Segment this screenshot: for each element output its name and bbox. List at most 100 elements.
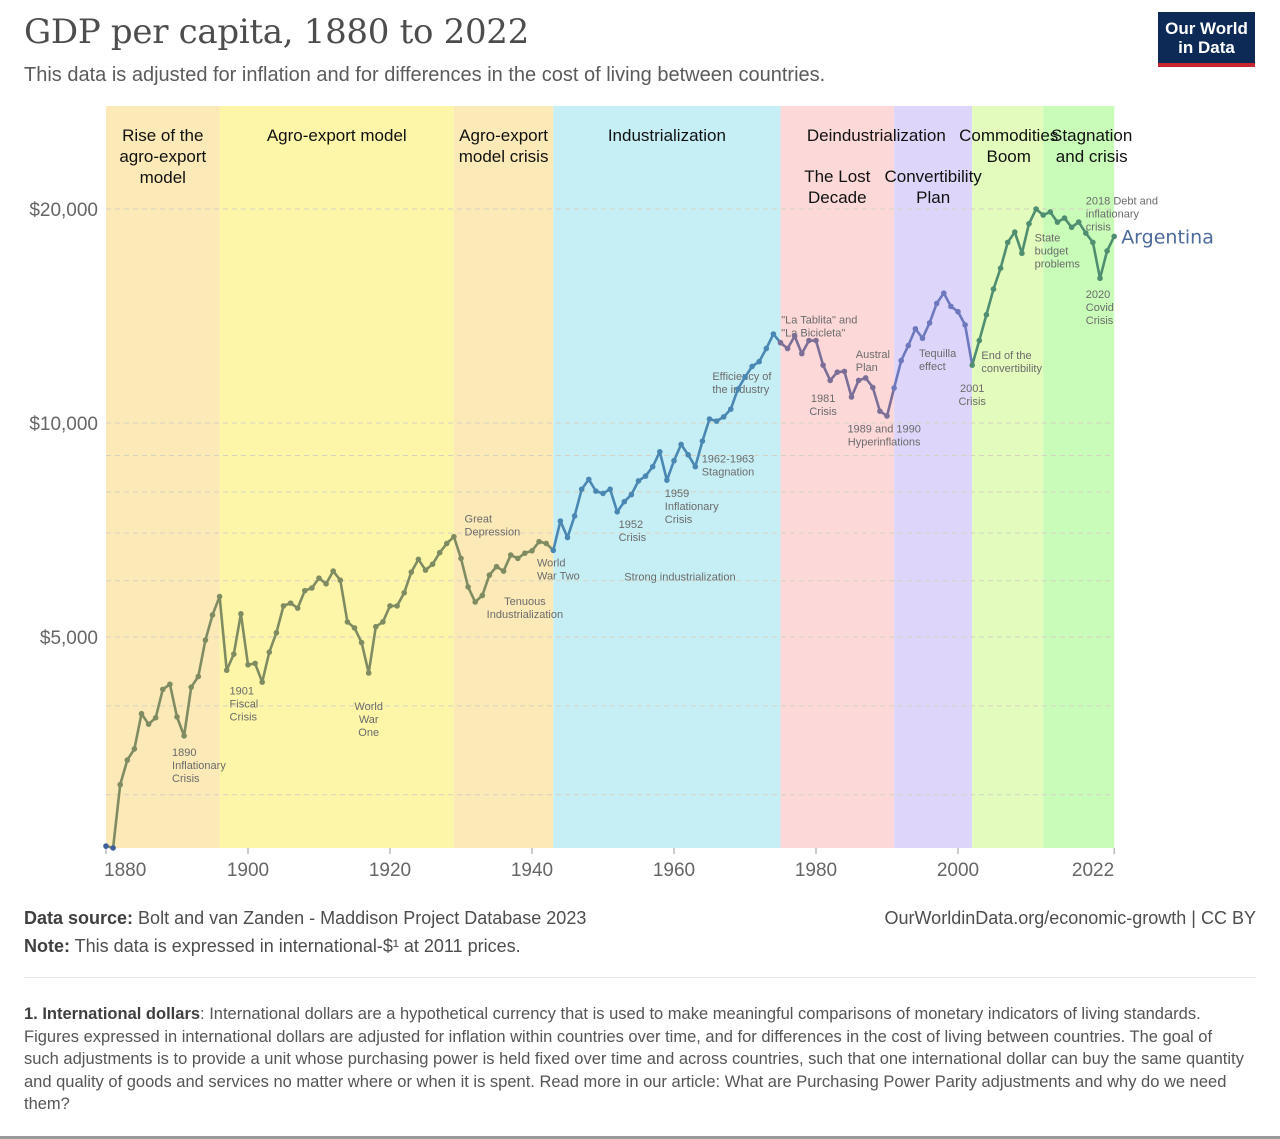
data-point bbox=[110, 845, 116, 851]
data-point bbox=[948, 303, 954, 310]
data-point bbox=[543, 540, 549, 547]
data-point bbox=[862, 375, 869, 381]
series-segment bbox=[906, 327, 917, 347]
y-tick-label: $10,000 bbox=[29, 414, 98, 435]
data-point bbox=[976, 337, 983, 344]
data-point bbox=[841, 368, 848, 375]
annotation: Austral Plan bbox=[856, 349, 890, 374]
data-point bbox=[422, 567, 429, 573]
series-segment bbox=[197, 638, 207, 678]
data-point bbox=[1075, 219, 1082, 225]
data-point bbox=[763, 345, 770, 352]
data-point bbox=[323, 581, 329, 587]
series-segment bbox=[672, 443, 683, 463]
series-segment bbox=[729, 387, 740, 411]
series-segment bbox=[211, 595, 221, 617]
annotation: 1959 Inflationary Crisis bbox=[665, 488, 719, 526]
data-point bbox=[692, 463, 699, 470]
series-segment bbox=[452, 535, 463, 560]
series-segment bbox=[701, 417, 711, 443]
data-point bbox=[600, 490, 606, 497]
data-point bbox=[181, 733, 187, 739]
data-point bbox=[820, 362, 826, 368]
data-point bbox=[493, 563, 500, 570]
data-point bbox=[131, 746, 138, 752]
data-point bbox=[1012, 229, 1018, 235]
period-label: Agro-export model crisis bbox=[459, 126, 549, 166]
data-point bbox=[1047, 209, 1054, 215]
x-tick-label: 2000 bbox=[937, 860, 979, 881]
annotation: Tenuous Industrialization bbox=[487, 596, 563, 621]
data-point bbox=[870, 384, 876, 391]
annotation: State budget problems bbox=[1035, 233, 1081, 271]
period-band bbox=[780, 106, 895, 848]
data-point bbox=[969, 362, 975, 368]
data-point bbox=[891, 385, 897, 391]
series-segment bbox=[658, 450, 669, 482]
period-band bbox=[972, 106, 1044, 848]
data-point bbox=[103, 843, 109, 849]
data-point bbox=[799, 350, 805, 357]
data-point bbox=[252, 660, 258, 667]
data-point bbox=[962, 322, 968, 328]
series-segment bbox=[871, 386, 882, 413]
data-point bbox=[451, 533, 457, 540]
data-point bbox=[884, 413, 890, 419]
footer-source-note: Data source: Bolt and van Zanden - Maddi… bbox=[24, 904, 586, 960]
data-point bbox=[997, 265, 1004, 272]
data-point bbox=[628, 491, 635, 498]
data-point bbox=[699, 438, 706, 444]
data-point bbox=[777, 339, 784, 346]
data-point bbox=[1061, 215, 1068, 221]
data-point bbox=[401, 589, 408, 596]
footnote-text: : International dollars are a hypothetic… bbox=[24, 1005, 1244, 1113]
data-point bbox=[507, 552, 514, 558]
series-segment bbox=[1020, 222, 1031, 255]
data-point bbox=[444, 540, 450, 547]
series-segment bbox=[559, 519, 569, 539]
owid-logo[interactable]: Our World in Data bbox=[1158, 12, 1255, 67]
series-segment bbox=[239, 612, 250, 667]
data-point bbox=[223, 667, 230, 674]
x-tick-label: 1980 bbox=[795, 860, 837, 881]
data-point bbox=[813, 337, 819, 344]
series-segment bbox=[693, 439, 704, 469]
data-point bbox=[1033, 206, 1039, 212]
data-point bbox=[245, 661, 251, 668]
series-segment bbox=[360, 641, 371, 675]
data-point bbox=[926, 320, 933, 326]
data-point bbox=[358, 639, 365, 646]
data-point bbox=[728, 406, 734, 412]
data-point bbox=[124, 757, 131, 763]
data-point bbox=[685, 452, 691, 458]
data-point bbox=[351, 625, 358, 631]
series-segment bbox=[892, 359, 903, 390]
series-segment bbox=[175, 715, 186, 738]
data-point bbox=[337, 577, 344, 583]
period-band bbox=[1043, 106, 1115, 848]
chart-title: GDP per capita, 1880 to 2022 bbox=[24, 12, 529, 52]
series-segment bbox=[566, 514, 576, 539]
period-label: Convertibility Plan bbox=[884, 167, 982, 207]
data-point bbox=[231, 651, 237, 657]
data-point bbox=[706, 416, 713, 422]
period-band bbox=[219, 106, 454, 848]
x-axis: 1880 1900 1920 1940 1960 1980 2000 2022 bbox=[104, 848, 1115, 881]
series-segment bbox=[814, 339, 825, 367]
bottom-border bbox=[0, 1136, 1280, 1139]
data-point bbox=[415, 556, 422, 563]
footer-url[interactable]: OurWorldinData.org/economic-growth | CC … bbox=[884, 908, 1256, 928]
data-point bbox=[472, 599, 479, 605]
data-point bbox=[266, 649, 273, 655]
series-segment bbox=[154, 688, 165, 719]
series-segment bbox=[133, 712, 143, 751]
series-segment bbox=[665, 459, 676, 482]
data-point bbox=[167, 681, 173, 688]
divider bbox=[24, 977, 1256, 978]
data-point bbox=[649, 463, 656, 470]
data-point bbox=[990, 286, 997, 292]
data-point bbox=[344, 619, 351, 625]
data-point bbox=[500, 568, 507, 574]
series-segment bbox=[168, 682, 179, 719]
